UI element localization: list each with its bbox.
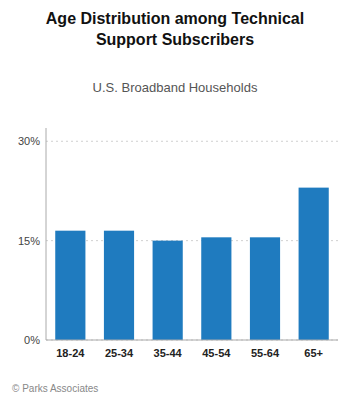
footer: © Parks Associates xyxy=(12,383,98,394)
y-axis-line xyxy=(46,128,47,340)
x-tick-label: 25-34 xyxy=(105,347,134,359)
bar xyxy=(104,231,134,340)
bars xyxy=(55,188,329,340)
x-tick-label: 45-54 xyxy=(202,347,231,359)
x-tick-label: 35-44 xyxy=(154,347,183,359)
y-tick-label: 30% xyxy=(18,135,40,147)
bar xyxy=(153,241,183,340)
grid-line xyxy=(46,340,338,341)
y-tick-label: 15% xyxy=(18,235,40,247)
x-tick-label: 55-64 xyxy=(251,347,280,359)
bar xyxy=(55,231,85,340)
chart: Age Distribution among Technical Support … xyxy=(0,0,350,400)
title-line: Age Distribution among Technical xyxy=(46,10,304,27)
x-tick-label: 18-24 xyxy=(56,347,85,359)
bar xyxy=(299,188,329,340)
x-axis-line xyxy=(46,340,338,341)
title: Age Distribution among Technical Support … xyxy=(46,10,304,48)
grid-line xyxy=(46,141,338,142)
y-tick-label: 0% xyxy=(24,334,40,346)
title-line: Support Subscribers xyxy=(96,31,254,48)
grid-line xyxy=(46,240,338,241)
x-tick-label: 65+ xyxy=(304,347,323,359)
bar xyxy=(201,237,231,340)
subtitle: U.S. Broadband Households xyxy=(93,80,258,95)
bar xyxy=(250,237,280,340)
